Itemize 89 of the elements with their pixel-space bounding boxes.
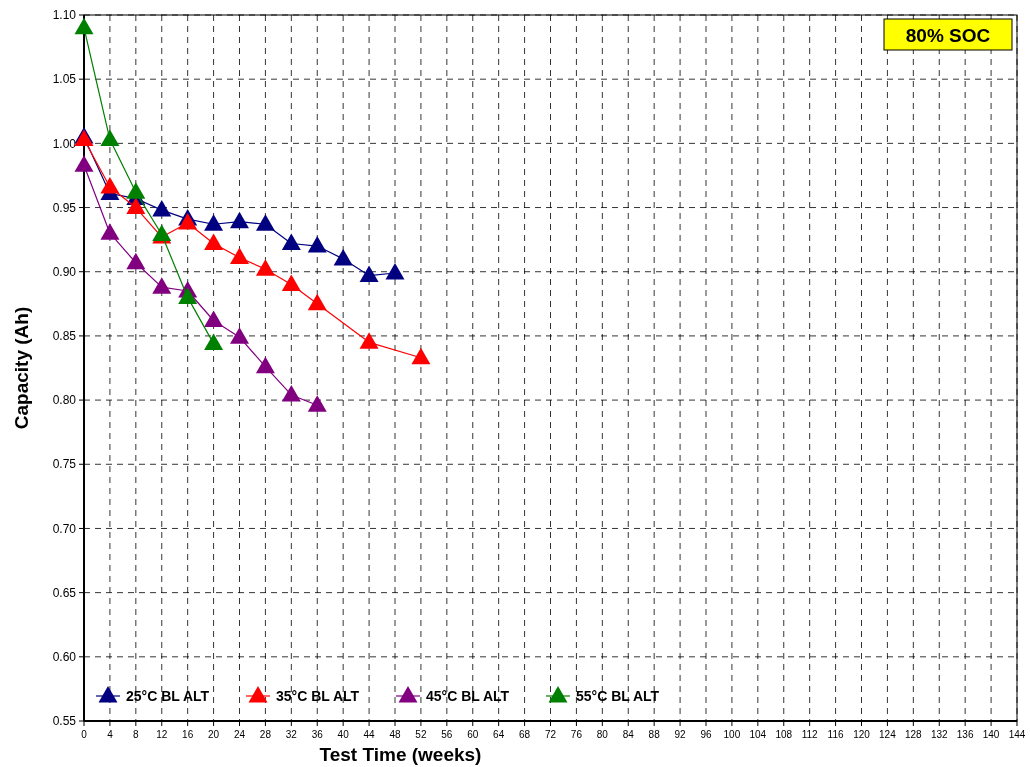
x-tick-label: 52: [415, 729, 427, 740]
x-tick-label: 68: [519, 729, 531, 740]
point: [152, 200, 172, 217]
x-axis-title: Test Time (weeks): [319, 744, 482, 765]
annotation: 80% SOC: [905, 24, 991, 46]
x-tick-label: 12: [156, 729, 168, 740]
x-tick-label: 124: [879, 729, 897, 740]
x-tick-label: 76: [570, 729, 583, 740]
point: [359, 332, 379, 349]
x-tick-label: 80: [596, 729, 609, 740]
legend-label: 55°C BL ALT: [576, 687, 660, 704]
x-tick-label: 56: [441, 729, 453, 740]
point: [411, 347, 431, 365]
x-tick-label: 84: [622, 729, 635, 740]
point: [178, 212, 198, 230]
x-tick-label: 28: [259, 729, 272, 740]
x-tick-label: 136: [956, 729, 974, 740]
point: [100, 129, 120, 147]
point: [74, 17, 94, 35]
x-tick-label: 88: [648, 729, 661, 740]
point: [307, 395, 327, 412]
x-tick-label: 36: [311, 729, 324, 740]
point: [126, 197, 146, 215]
x-tick-label: 132: [930, 729, 949, 740]
point: [385, 263, 405, 280]
x-tick-label: 116: [827, 729, 844, 740]
x-tick-label: 144: [1008, 729, 1026, 740]
y-tick-label: 0.55: [52, 714, 77, 729]
x-tick-label: 104: [749, 729, 767, 740]
x-tick-label: 16: [182, 729, 194, 740]
point: [230, 327, 249, 344]
point: [126, 252, 146, 270]
x-tick-label: 32: [285, 729, 298, 740]
point: [204, 310, 224, 328]
y-tick-label: 0.90: [52, 264, 77, 279]
point: [204, 333, 224, 351]
x-tick-label: 0: [81, 729, 88, 740]
y-tick-label: 0.85: [52, 329, 77, 344]
legend-label: 25°C BL ALT: [126, 687, 210, 704]
point: [100, 177, 120, 194]
point: [333, 248, 353, 266]
legend-label: 35°C BL ALT: [276, 687, 360, 704]
x-tick-label: 48: [389, 729, 401, 740]
y-tick-label: 0.70: [52, 521, 77, 536]
point: [152, 277, 172, 294]
point: [359, 265, 379, 283]
y-tick-label: 1.00: [52, 136, 77, 151]
point: [126, 182, 146, 199]
x-tick-label: 24: [233, 729, 246, 740]
point: [307, 293, 327, 311]
x-tick-label: 112: [801, 729, 819, 740]
point: [307, 236, 327, 253]
x-tick-label: 120: [853, 729, 871, 740]
legend-label: 45°C BL ALT: [426, 687, 510, 704]
point: [204, 233, 224, 250]
x-tick-label: 72: [544, 729, 557, 740]
point: [100, 223, 120, 240]
point: [230, 247, 249, 265]
point: [74, 155, 94, 172]
y-axis-title: Capacity (Ah): [11, 306, 32, 430]
x-tick-label: 100: [723, 729, 741, 740]
point: [255, 259, 275, 276]
y-tick-label: 0.60: [52, 650, 77, 665]
point: [230, 211, 249, 229]
point: [281, 233, 301, 250]
x-tick-label: 64: [493, 729, 505, 740]
point: [204, 214, 224, 231]
x-tick-label: 140: [982, 729, 1000, 740]
point: [255, 356, 275, 374]
point: [281, 384, 301, 402]
y-tick-label: 1.05: [52, 72, 77, 87]
x-tick-label: 108: [775, 729, 793, 740]
point: [281, 274, 301, 292]
x-tick-label: 20: [208, 729, 220, 740]
y-tick-label: 1.10: [52, 8, 77, 23]
x-tick-label: 40: [337, 729, 350, 740]
x-tick-label: 92: [674, 729, 687, 740]
y-tick-label: 0.95: [52, 200, 77, 215]
x-tick-label: 128: [904, 729, 923, 740]
y-tick-label: 0.75: [52, 457, 77, 472]
y-tick-label: 0.65: [52, 585, 77, 600]
x-tick-label: 44: [363, 729, 376, 740]
y-tick-label: 0.80: [52, 393, 77, 408]
x-tick-label: 8: [133, 729, 140, 740]
point: [178, 287, 198, 304]
x-tick-label: 60: [467, 729, 479, 740]
point: [255, 214, 275, 231]
x-tick-label: 96: [700, 729, 712, 740]
x-tick-label: 4: [107, 729, 114, 740]
